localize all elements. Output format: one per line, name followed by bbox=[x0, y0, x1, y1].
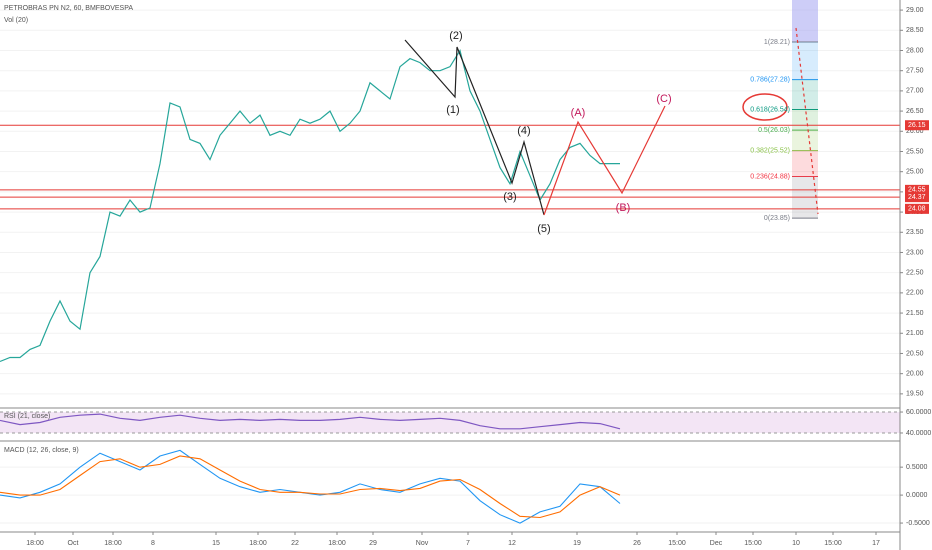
y-tick-label: 19.50 bbox=[906, 391, 924, 398]
x-tick-label: 26 bbox=[633, 540, 641, 547]
fib-label: 0(23.85) bbox=[764, 215, 790, 222]
rsi-band bbox=[0, 412, 900, 433]
y-tick-label: 40.0000 bbox=[906, 430, 931, 437]
y-tick-label: 23.50 bbox=[906, 229, 924, 236]
x-tick-label: 22 bbox=[291, 540, 299, 547]
price-tag-label: 24.08 bbox=[908, 206, 926, 213]
x-tick-label: 12 bbox=[508, 540, 516, 547]
wave-label: (5) bbox=[537, 223, 550, 235]
y-tick-label: 0.5000 bbox=[906, 464, 928, 471]
y-tick-label: 0.0000 bbox=[906, 492, 928, 499]
x-tick-label: 29 bbox=[369, 540, 377, 547]
wave-label: (2) bbox=[449, 30, 462, 42]
price-line bbox=[0, 48, 620, 363]
y-tick-label: 21.00 bbox=[906, 330, 924, 337]
y-tick-label: 29.00 bbox=[906, 7, 924, 14]
x-tick-label: 18:00 bbox=[249, 540, 267, 547]
highlight-circle bbox=[742, 93, 788, 121]
fib-label: 0.236(24.88) bbox=[750, 173, 790, 180]
x-tick-label: Dec bbox=[710, 540, 723, 547]
correction-wave bbox=[543, 105, 666, 216]
x-tick-label: Oct bbox=[68, 540, 79, 547]
wave-label: (B) bbox=[616, 202, 631, 214]
x-tick-label: 18:00 bbox=[328, 540, 346, 547]
y-tick-label: 23.00 bbox=[906, 249, 924, 256]
wave-labels: (1) (2) (3) (4) (5) (A) (B) (C) bbox=[446, 30, 671, 235]
y-tick-label: 26.50 bbox=[906, 108, 924, 115]
x-tick-label: 8 bbox=[151, 540, 155, 547]
x-tick-label: 17 bbox=[872, 540, 880, 547]
impulse-wave bbox=[404, 39, 545, 216]
x-tick-label: 19 bbox=[573, 540, 581, 547]
x-tick-label: Nov bbox=[416, 540, 429, 547]
y-tick-label: 25.00 bbox=[906, 169, 924, 176]
price-tag-label: 24.37 bbox=[908, 194, 926, 201]
price-tag bbox=[905, 120, 929, 131]
trend-line bbox=[795, 27, 819, 215]
price-tag-label: 24.55 bbox=[908, 187, 926, 194]
waves bbox=[404, 27, 819, 216]
x-tick-label: 18:00 bbox=[104, 540, 122, 547]
price-tag bbox=[905, 184, 929, 195]
fib-band bbox=[792, 150, 818, 177]
y-tick-label: 21.50 bbox=[906, 310, 924, 317]
y-tick-label: 25.50 bbox=[906, 148, 924, 155]
fib-band bbox=[792, 42, 818, 80]
wave-label: (A) bbox=[571, 107, 586, 119]
fib-label: 0.5(26.03) bbox=[758, 127, 790, 134]
price-tag bbox=[905, 192, 929, 203]
fib-layer bbox=[792, 0, 818, 219]
fib-band bbox=[792, 109, 818, 131]
fib-label: 0.382(25.52) bbox=[750, 148, 790, 155]
series-line bbox=[0, 455, 621, 519]
y-tick-label: 60.0000 bbox=[906, 409, 931, 416]
symbol-title: PETROBRAS PN N2, 60, BMFBOVESPA bbox=[4, 5, 133, 12]
fib-band bbox=[792, 130, 818, 151]
volume-label: Vol (20) bbox=[4, 17, 28, 24]
marks-layer bbox=[0, 48, 900, 524]
x-tick-label: 7 bbox=[466, 540, 470, 547]
x-tick-label: 18:00 bbox=[26, 540, 44, 547]
wave-label: (C) bbox=[656, 93, 671, 105]
price-line bbox=[0, 413, 621, 430]
rsi-label: RSI (21, close) bbox=[4, 413, 50, 420]
y-tick-label: 27.00 bbox=[906, 88, 924, 95]
fib-label: 1(28.21) bbox=[764, 39, 790, 46]
fib-band bbox=[792, 0, 818, 43]
macd-label: MACD (12, 26, close, 9) bbox=[4, 447, 79, 454]
x-tick-label: 15:00 bbox=[824, 540, 842, 547]
y-tick-label: 22.00 bbox=[906, 290, 924, 297]
wave-label: (1) bbox=[446, 104, 459, 116]
price-tag bbox=[905, 203, 929, 214]
axes-layer bbox=[0, 0, 901, 550]
y-tick-label: 28.00 bbox=[906, 47, 924, 54]
x-tick-label: 15:00 bbox=[744, 540, 762, 547]
headers: PETROBRAS PN N2, 60, BMFBOVESPA Vol (20)… bbox=[4, 5, 133, 454]
x-tick-label: 10 bbox=[792, 540, 800, 547]
back-layer bbox=[0, 9, 903, 535]
fib-label: 0.786(27.28) bbox=[750, 76, 790, 83]
wave-label: (3) bbox=[503, 191, 516, 203]
y-tick-label: -0.5000 bbox=[906, 520, 930, 527]
fib-label: 0.618(26.54) bbox=[750, 106, 790, 113]
price-tag-label: 26.15 bbox=[908, 122, 926, 129]
y-tick-label: 28.50 bbox=[906, 27, 924, 34]
y-tick-label: 22.50 bbox=[906, 270, 924, 277]
y-tick-label: 20.50 bbox=[906, 350, 924, 357]
y-tick-label: 20.00 bbox=[906, 371, 924, 378]
x-tick-label: 15:00 bbox=[668, 540, 686, 547]
x-tick-label: 15 bbox=[212, 540, 220, 547]
fib-band bbox=[792, 79, 818, 110]
y-tick-label: 26.00 bbox=[906, 128, 924, 135]
y-tick-label: 27.50 bbox=[906, 68, 924, 75]
wave-label: (4) bbox=[517, 125, 530, 137]
